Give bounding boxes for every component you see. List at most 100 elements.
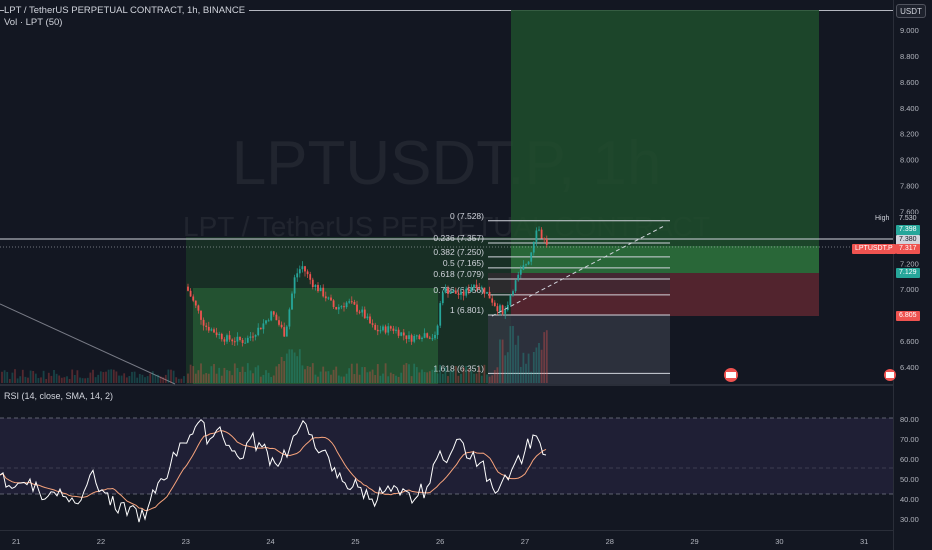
- price-axis-tick-2: 8.600: [900, 78, 919, 87]
- rsi-line[interactable]: [0, 418, 547, 523]
- volume-bar: [509, 326, 512, 383]
- volume-bar: [309, 366, 312, 383]
- candle-body: [405, 335, 408, 339]
- candle-body: [262, 323, 265, 330]
- volume-bar: [319, 371, 322, 383]
- currency-badge[interactable]: USDT: [896, 4, 926, 18]
- volume-bar: [389, 372, 392, 383]
- candle-body: [465, 288, 468, 296]
- volume-bar: [63, 377, 66, 383]
- volume-bar: [395, 375, 397, 383]
- candle-body: [408, 335, 410, 339]
- candle-body: [501, 305, 504, 314]
- volume-bar: [426, 372, 429, 383]
- volume-bar: [76, 370, 79, 383]
- candle-body: [189, 290, 192, 297]
- time-axis-label-25: 25: [351, 537, 360, 546]
- volume-bar: [527, 353, 530, 383]
- time-axis-label-27: 27: [520, 537, 530, 546]
- left-position-inner-zone[interactable]: [193, 288, 438, 384]
- volume-bar: [501, 339, 504, 383]
- volume-bar: [207, 373, 210, 383]
- volume-bar: [538, 343, 540, 383]
- rsi-indicator-label[interactable]: RSI (14, close, SMA, 14, 2): [4, 391, 114, 401]
- candle-body: [379, 330, 382, 332]
- volume-bar: [84, 378, 87, 383]
- candle-body: [512, 291, 514, 296]
- candle-body: [439, 303, 442, 326]
- candle-body: [361, 309, 364, 313]
- entry-price-tag: 7.129: [896, 268, 920, 278]
- volume-bar: [86, 377, 89, 383]
- volume-bar: [418, 372, 421, 383]
- candle-body: [267, 320, 270, 322]
- candle-body: [470, 287, 473, 292]
- candle-body: [480, 287, 483, 289]
- volume-bar: [480, 375, 483, 383]
- volume-bar: [24, 376, 27, 383]
- volume-bar: [428, 371, 431, 383]
- volume-bar: [275, 366, 278, 383]
- volume-bar: [175, 377, 178, 383]
- volume-bar: [157, 374, 159, 383]
- volume-bar: [27, 377, 29, 383]
- volume-bar: [55, 373, 58, 383]
- candle-body: [423, 333, 426, 338]
- candle-body: [452, 290, 455, 293]
- volume-bar: [332, 369, 335, 383]
- volume-bar: [200, 363, 202, 383]
- volume-bar: [493, 370, 496, 383]
- candle-body: [298, 269, 301, 274]
- candle-body: [517, 274, 520, 281]
- candle-body: [382, 326, 384, 331]
- symbol-title[interactable]: LPT / TetherUS PERPETUAL CONTRACT, 1h, B…: [4, 5, 250, 16]
- candle-body: [220, 333, 223, 340]
- candle-body: [337, 307, 340, 310]
- volume-bar: [120, 375, 123, 383]
- volume-bar: [371, 369, 374, 383]
- fib-level-label-6: 1 (6.801): [450, 305, 484, 315]
- fib-zone-red: [488, 273, 670, 293]
- rsi-pane-separator[interactable]: [0, 384, 893, 386]
- economic-event-icon[interactable]: [724, 368, 738, 382]
- volume-bar: [270, 376, 273, 383]
- price-axis-tick-11: 6.400: [900, 363, 919, 372]
- volume-bar: [522, 352, 525, 383]
- rsi-axis-tick-5: 30.00: [900, 515, 919, 524]
- volume-bar: [272, 375, 275, 383]
- candle-body: [236, 336, 239, 342]
- volume-bar: [252, 373, 254, 383]
- volume-indicator-label[interactable]: Vol · LPT (50): [4, 17, 63, 28]
- rsi-moving-average-line[interactable]: [0, 430, 547, 512]
- volume-bar: [29, 370, 32, 383]
- volume-bar: [532, 351, 535, 383]
- volume-bar: [123, 373, 126, 383]
- candle-body: [496, 306, 499, 312]
- volume-bar: [81, 378, 84, 383]
- volume-bar: [343, 376, 345, 383]
- candle-body: [522, 265, 525, 270]
- volume-bar: [462, 367, 465, 383]
- candle-body: [538, 229, 540, 231]
- candle-body: [192, 296, 195, 301]
- fib-trend-dashed-line[interactable]: [491, 225, 665, 317]
- volume-bar: [348, 368, 351, 383]
- candle-body: [343, 306, 345, 308]
- candle-body: [275, 314, 278, 321]
- volume-bar: [376, 364, 379, 383]
- volume-bar: [231, 375, 234, 383]
- mid-value-tag: 7.380: [896, 235, 920, 245]
- trend-line[interactable]: [0, 303, 176, 385]
- volume-bar: [301, 365, 304, 383]
- volume-bar: [540, 349, 543, 383]
- rsi-axis-tick-3: 50.00: [900, 475, 919, 484]
- volume-bar: [421, 369, 423, 383]
- volume-bar: [115, 371, 118, 383]
- volume-bar: [415, 367, 418, 383]
- long-position-profit-zone[interactable]: [511, 10, 819, 273]
- economic-event-icon-2[interactable]: [884, 369, 896, 381]
- volume-bar: [431, 369, 434, 383]
- volume-bar: [374, 375, 377, 383]
- volume-bar: [363, 367, 366, 383]
